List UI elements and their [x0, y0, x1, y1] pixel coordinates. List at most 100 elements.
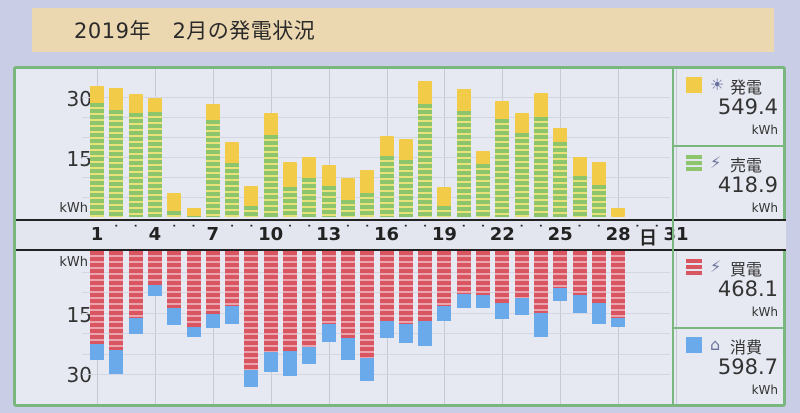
bought-unit: kWh [751, 305, 778, 319]
generation-bar [495, 101, 510, 217]
sold-segment [109, 109, 124, 217]
x-axis: 日 1 ˙ ˙ 4 ˙ ˙ 7 ˙ ˙ 10 ˙ ˙ 13 ˙ ˙ 16 ˙ ˙ 19 ˙ ˙ 22 ˙ ˙ 25 ˙ ˙ 28 ˙ ˙ 3… [16, 219, 786, 251]
sold-label: 売電 [730, 156, 763, 175]
bought-segment [456, 251, 471, 294]
generation-bar [611, 208, 626, 217]
x-tick-label: 22 [489, 224, 515, 245]
bought-segment [495, 251, 510, 303]
x-tick-dot: ˙ [305, 224, 313, 240]
generation-bar [591, 162, 606, 217]
sold-segment [360, 192, 375, 217]
legend-bought: ⚡ 買電 468.1 kWh [674, 251, 786, 329]
gridline-vertical [502, 251, 504, 404]
gridline-vertical [154, 251, 156, 404]
consumption-bar [379, 251, 394, 339]
bought-segment [205, 251, 220, 315]
x-tick-dot: ˙ [460, 224, 468, 240]
title-text: 2019年 2月の発電状況 [74, 19, 316, 43]
legend-sold: ⚡ 売電 418.9 kWh [674, 147, 786, 225]
sold-segment [302, 178, 317, 217]
bought-segment [379, 251, 394, 321]
consumption-bar [533, 251, 548, 337]
consumption-bar [263, 251, 278, 373]
x-unit-label: 日 [639, 228, 657, 249]
generation-bar [476, 151, 490, 217]
sold-segment [437, 206, 452, 217]
generation-bar [109, 88, 124, 217]
gridline-vertical [328, 69, 330, 217]
chart-area: 30 15 kWh kWh 15 30 [16, 69, 677, 404]
generation-bar [147, 98, 162, 217]
generation-bar [533, 93, 548, 217]
bought-segment [572, 251, 587, 295]
consumption-bar [302, 251, 317, 365]
gridline-horizontal [82, 177, 670, 178]
generation-bar [456, 89, 471, 217]
consumption-bar [90, 251, 104, 360]
sold-segment [572, 176, 587, 217]
consumption-swatch [686, 337, 702, 353]
x-tick-dot: ˙ [286, 224, 294, 240]
generation-segment [186, 208, 201, 217]
top-y-unit: kWh [59, 201, 88, 216]
legend: ☀ 発電 549.4 kWh ⚡ 売電 418.9 kWh ⚡ 買電 468.1… [672, 69, 786, 404]
consumption-bar [147, 251, 162, 296]
bought-segment [591, 251, 606, 303]
bought-segment [128, 251, 143, 318]
bought-segment [302, 251, 317, 348]
consumption-bar [418, 251, 433, 347]
sold-segment [128, 112, 143, 217]
consumption-bar [572, 251, 587, 313]
sold-segment [90, 102, 104, 217]
generation-value: 549.4 [717, 95, 778, 119]
sold-segment [263, 135, 278, 217]
consumption-bar [167, 251, 182, 326]
x-tick-label: 16 [373, 224, 400, 245]
generation-bar [437, 187, 452, 217]
bought-segment [109, 251, 124, 351]
generation-unit: kWh [751, 123, 778, 137]
gridline-horizontal [82, 312, 670, 314]
sold-segment [476, 164, 490, 217]
x-tick-label: 4 [148, 224, 162, 245]
generation-bar [302, 157, 317, 217]
sold-segment [283, 186, 297, 217]
consumption-bar [437, 251, 452, 321]
gridline-horizontal [82, 137, 670, 138]
consumption-bar [186, 251, 201, 338]
sold-segment [167, 211, 182, 217]
bottom-y-label-30: 30 [66, 363, 92, 387]
x-tick-label: 7 [206, 224, 220, 245]
gridline-vertical [444, 251, 446, 404]
generation-bar [128, 94, 143, 217]
consumption-bar [456, 251, 471, 309]
x-tick-label: 31 [663, 224, 689, 245]
consumption-bar [205, 251, 220, 329]
sold-segment [553, 142, 568, 217]
bought-segment [398, 251, 413, 324]
x-tick-dot: ˙ [518, 224, 526, 240]
gridline-vertical [676, 69, 677, 217]
consumption-bar [225, 251, 240, 324]
sold-segment [456, 111, 471, 217]
consumption-bar [514, 251, 529, 315]
generation-bar [572, 157, 587, 217]
x-tick-label: 28 [605, 224, 631, 245]
x-tick-dot: ˙ [633, 224, 641, 240]
consumption-bar [244, 251, 259, 388]
generation-bar [283, 162, 297, 217]
x-tick-label: 13 [316, 224, 342, 245]
bought-segment [321, 251, 336, 325]
generation-bar [186, 208, 201, 217]
sold-segment [321, 186, 336, 217]
sold-value: 418.9 [717, 173, 778, 197]
sold-segment [147, 112, 162, 217]
bought-segment [476, 251, 490, 295]
generation-bar [553, 128, 568, 217]
consumption-bar [591, 251, 606, 325]
generation-bar [340, 178, 355, 217]
bought-segment [283, 251, 297, 352]
bought-segment [553, 251, 568, 288]
bought-segment [90, 251, 104, 344]
x-tick-dot: ˙ [247, 224, 255, 240]
